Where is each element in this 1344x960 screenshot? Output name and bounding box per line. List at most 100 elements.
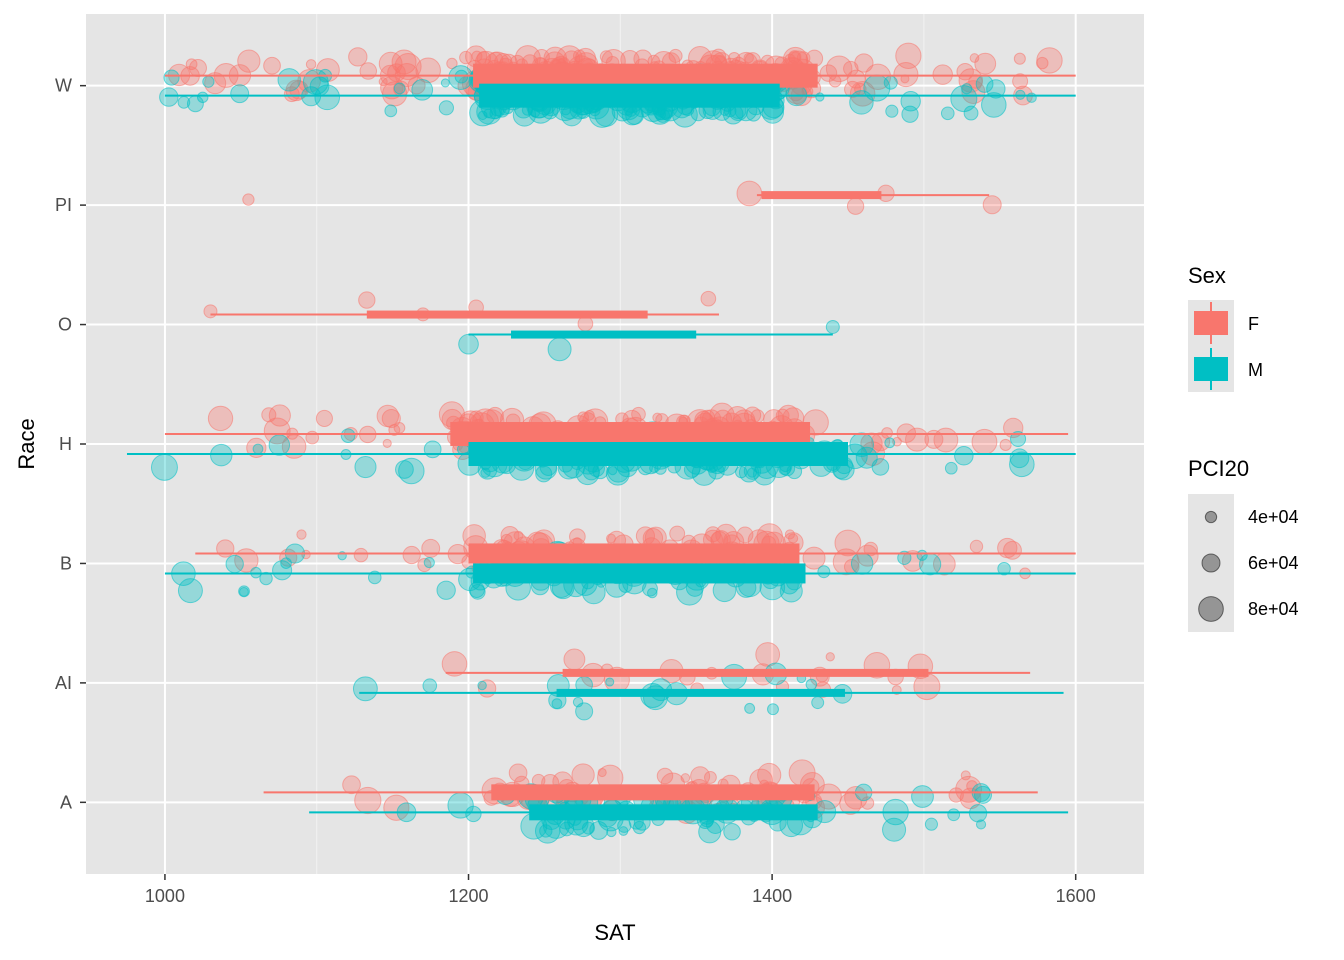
- data-point-m: [646, 587, 658, 599]
- data-point-f: [788, 759, 816, 787]
- data-point-f: [358, 291, 376, 309]
- data-point-f: [234, 548, 259, 573]
- data-point-m: [395, 460, 414, 479]
- data-point-f: [1003, 540, 1022, 560]
- data-point-m: [438, 100, 454, 116]
- data-point-f: [393, 422, 406, 434]
- data-point-f: [563, 648, 586, 671]
- data-point-f: [216, 539, 235, 558]
- data-point-m: [655, 108, 670, 123]
- data-point-m: [916, 549, 928, 561]
- data-point-m: [608, 465, 618, 476]
- x-tick-label: 1400: [752, 886, 792, 906]
- box-m-w: [479, 83, 780, 108]
- data-point-f: [376, 404, 400, 428]
- data-point-f: [743, 406, 762, 424]
- data-point-f: [237, 49, 261, 73]
- data-point-m: [280, 557, 292, 569]
- data-point-f: [569, 528, 586, 545]
- data-point-m: [468, 581, 485, 598]
- data-point-f: [854, 53, 874, 73]
- data-point-f: [402, 545, 421, 565]
- data-point-m: [981, 92, 1007, 118]
- data-point-m: [177, 578, 203, 604]
- legend-label-m: M: [1248, 360, 1263, 380]
- data-point-f: [1013, 52, 1026, 65]
- x-axis-title: SAT: [594, 920, 635, 945]
- data-point-f: [974, 52, 997, 75]
- data-point-f: [960, 770, 971, 781]
- data-point-m: [885, 104, 899, 118]
- data-point-f: [305, 59, 317, 70]
- data-point-f: [207, 405, 234, 432]
- data-point-m: [272, 560, 293, 581]
- x-axis: 1000 1200 1400 1600: [145, 874, 1096, 906]
- data-point-m: [354, 455, 377, 479]
- data-point-f: [263, 56, 281, 75]
- box-f-pi: [761, 191, 882, 200]
- data-point-m: [159, 87, 179, 107]
- data-point-m: [947, 808, 961, 822]
- data-point-m: [723, 822, 741, 841]
- legend-size-label: 8e+04: [1248, 599, 1299, 619]
- data-point-m: [277, 68, 301, 92]
- data-point-f: [599, 50, 613, 64]
- data-point-f: [844, 80, 861, 98]
- data-point-m: [458, 333, 479, 355]
- legend-title-pci20: PCI20: [1188, 456, 1249, 481]
- data-point-m: [423, 440, 442, 459]
- legend-size-bg: [1188, 494, 1234, 540]
- data-point-f: [828, 74, 842, 88]
- data-point-m: [259, 571, 273, 586]
- y-tick-label: O: [58, 315, 72, 335]
- data-point-f: [188, 59, 207, 78]
- data-point-m: [196, 91, 209, 104]
- data-point-f: [407, 76, 426, 95]
- data-point-f: [969, 53, 980, 63]
- data-point-f: [315, 409, 333, 428]
- data-point-m: [817, 565, 831, 579]
- data-point-f: [955, 775, 983, 803]
- data-point-f: [895, 42, 922, 69]
- data-point-m: [642, 580, 658, 597]
- data-point-f: [261, 407, 277, 423]
- data-point-m: [268, 434, 291, 456]
- x-tick-label: 1200: [448, 886, 488, 906]
- box-m-a: [529, 804, 818, 821]
- data-point-m: [963, 105, 979, 121]
- data-point-m: [975, 75, 994, 93]
- data-point-m: [225, 554, 244, 574]
- data-point-f: [391, 49, 417, 75]
- data-point-f: [933, 427, 959, 453]
- data-point-m: [606, 826, 617, 838]
- data-point-m: [210, 443, 233, 467]
- data-point-m: [901, 105, 919, 123]
- data-point-f: [577, 315, 594, 332]
- data-point-m: [314, 84, 341, 111]
- data-point-m: [617, 818, 632, 833]
- data-point-m: [398, 457, 425, 485]
- data-point-f: [728, 51, 741, 65]
- data-point-m: [384, 104, 398, 118]
- data-point-f: [441, 651, 468, 677]
- data-point-m: [944, 461, 958, 475]
- data-point-f: [901, 550, 924, 572]
- y-tick-label: A: [60, 792, 72, 812]
- data-point-f: [342, 775, 361, 795]
- data-point-m: [581, 821, 595, 835]
- data-point-f: [508, 763, 528, 783]
- x-tick-label: 1000: [145, 886, 185, 906]
- data-point-m: [177, 96, 191, 109]
- data-point-m: [539, 824, 553, 838]
- data-point-m: [436, 580, 456, 600]
- data-point-f: [354, 786, 382, 815]
- box-f-ai: [562, 668, 929, 677]
- data-point-f: [204, 72, 227, 95]
- data-point-m: [535, 465, 553, 483]
- legend-size-key: [1204, 510, 1218, 524]
- data-point-m: [575, 702, 594, 721]
- data-point-m: [465, 805, 482, 823]
- data-point-m: [975, 819, 987, 830]
